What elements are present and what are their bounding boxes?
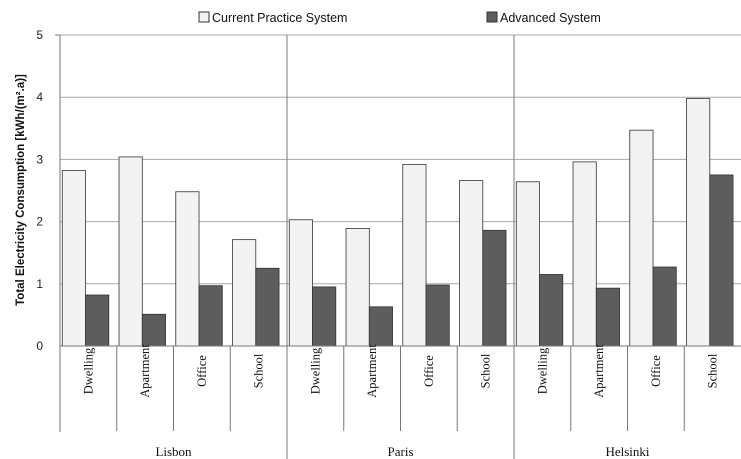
category-label: Office (422, 355, 436, 387)
bar-current-practice (629, 129, 654, 347)
y-tick-label: 2 (36, 215, 43, 229)
category-label: Office (649, 355, 663, 387)
bar-advanced (482, 229, 507, 347)
bar-advanced (368, 306, 393, 347)
bar-current-practice (686, 98, 711, 347)
bar-advanced (652, 266, 677, 347)
category-label: School (252, 353, 266, 388)
category-label: Dwelling (81, 347, 95, 394)
legend-label-current-practice: Current Practice System (212, 11, 347, 25)
category-label: School (706, 353, 720, 388)
bar-current-practice (459, 180, 484, 347)
group-label: Paris (388, 444, 414, 459)
axes (55, 34, 741, 459)
y-tick-label: 3 (36, 152, 43, 166)
category-label: Apartment (592, 344, 606, 398)
category-label: Apartment (365, 344, 379, 398)
group-label: Helsinki (605, 444, 649, 459)
bar-advanced (595, 287, 620, 347)
legend-swatch-current-practice (198, 11, 210, 23)
y-tick-label: 4 (36, 90, 43, 104)
bar-advanced (312, 286, 337, 347)
y-tick-label: 1 (36, 277, 43, 291)
bar-current-practice (515, 181, 540, 347)
legend-swatch-advanced (486, 11, 498, 23)
bar-advanced (709, 174, 734, 347)
bar-current-practice (402, 163, 427, 347)
bar-advanced (141, 313, 166, 347)
legend-label-advanced: Advanced System (500, 11, 601, 25)
category-label: Office (195, 355, 209, 387)
bar-current-practice (345, 228, 370, 347)
category-label: Dwelling (535, 347, 549, 394)
gridlines (60, 34, 741, 285)
y-axis-label: Total Electricity Consumption [kWh/(m².a… (15, 74, 27, 306)
y-tick-label: 5 (36, 28, 43, 42)
x-labels: Dwelling Apartment Office School Lisbon Dwell… (81, 344, 719, 459)
bar-current-practice (288, 219, 313, 347)
bar-advanced (255, 267, 280, 347)
bar-advanced (539, 274, 564, 347)
bar-advanced (198, 285, 223, 347)
y-tick-labels: 0 1 2 3 4 5 (36, 28, 43, 353)
bar-current-practice (175, 191, 200, 347)
group-label: Lisbon (155, 444, 192, 459)
legend: Current Practice System Advanced System (198, 11, 601, 25)
bars (61, 98, 734, 347)
bar-current-practice (118, 156, 143, 347)
bar-current-practice (61, 170, 86, 347)
category-label: School (479, 353, 493, 388)
bar-advanced (425, 284, 450, 347)
category-label: Apartment (138, 344, 152, 398)
category-label: Dwelling (308, 347, 322, 394)
bar-advanced (85, 294, 110, 347)
y-tick-label: 0 (36, 339, 43, 353)
bar-current-practice (572, 161, 597, 347)
bar-current-practice (232, 239, 257, 347)
